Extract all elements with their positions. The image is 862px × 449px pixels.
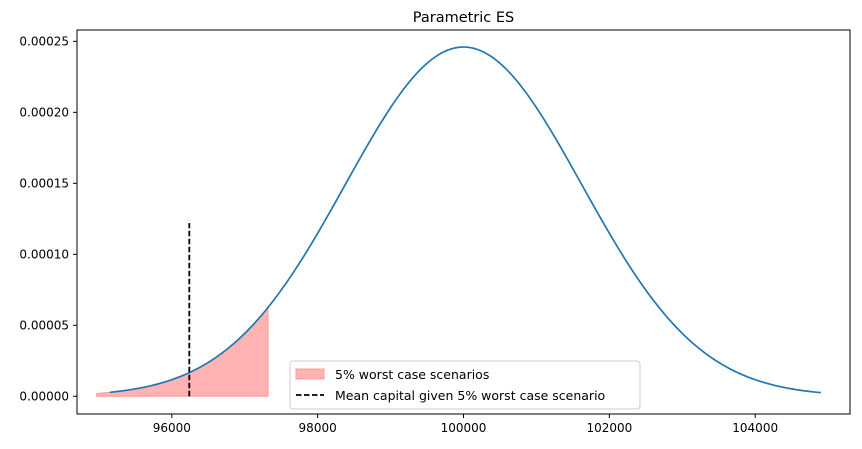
axes: 96000 98000 100000 102000 104000 0.00000 0.000… <box>19 29 851 435</box>
y-tick-label: 0.00010 <box>19 247 69 261</box>
x-tick-label: 96000 <box>153 421 191 435</box>
worst-case-area <box>96 305 269 397</box>
y-tick-label: 0.00025 <box>19 34 69 48</box>
legend-box <box>289 360 641 410</box>
density-curve <box>109 46 821 394</box>
y-tick-label: 0.00005 <box>19 318 69 332</box>
y-tick-label: 0.00015 <box>19 176 69 190</box>
y-tick-label: 0.00000 <box>19 389 69 403</box>
legend-swatch-worst-case <box>295 368 325 380</box>
chart-title: Parametric ES <box>413 10 515 26</box>
x-tick-label: 102000 <box>586 421 632 435</box>
axes-frame <box>76 29 851 415</box>
legend-label-worst-case: 5% worst case scenarios <box>335 367 489 382</box>
y-tick-label: 0.00020 <box>19 105 69 119</box>
legend: 5% worst case scenarios Mean capital give… <box>289 360 641 410</box>
legend-label-mean-capital: Mean capital given 5% worst case scenari… <box>335 388 605 403</box>
plot-area <box>96 46 821 397</box>
x-tick-label: 104000 <box>732 421 778 435</box>
x-tick-label: 98000 <box>299 421 337 435</box>
x-tick-label: 100000 <box>441 421 487 435</box>
